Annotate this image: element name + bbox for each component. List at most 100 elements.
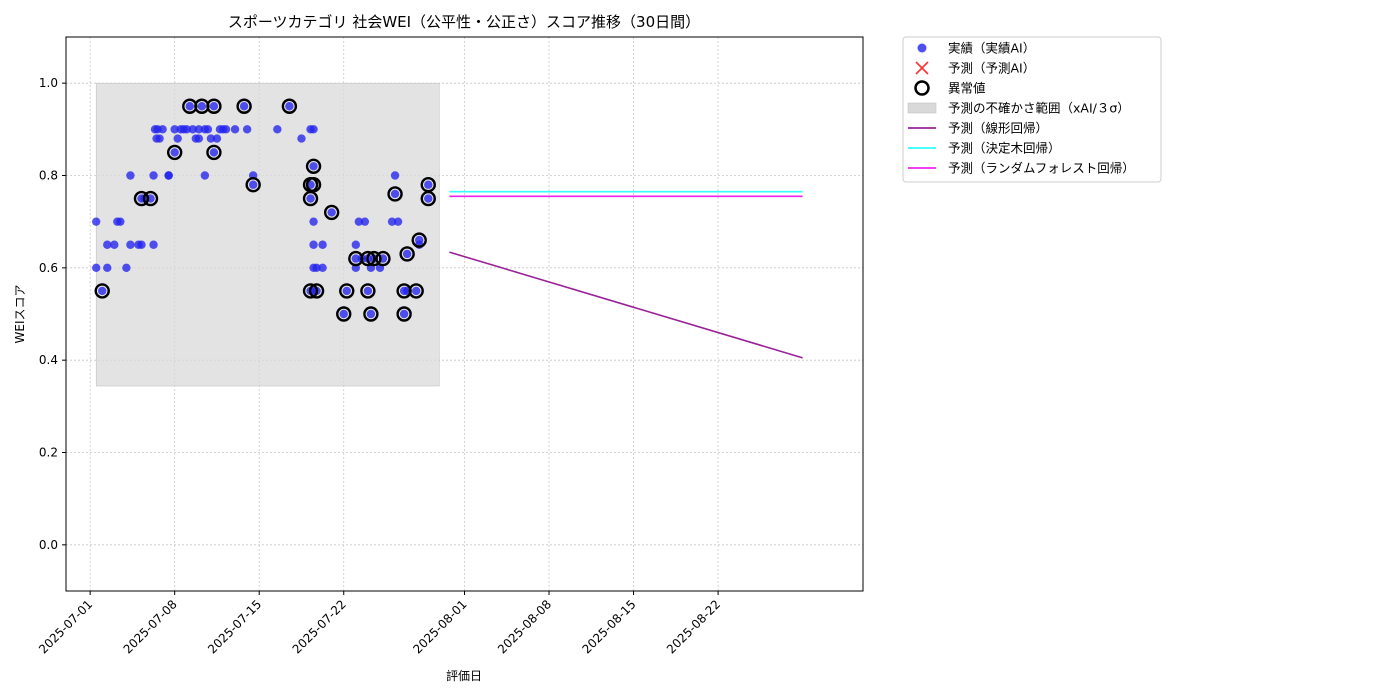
x-tick-label: 2025-07-22 [290, 597, 349, 656]
legend-item: 予測（決定木回帰） [908, 141, 1061, 156]
legend-label: 予測の不確かさ範囲（xAI/３σ） [948, 101, 1130, 116]
actual-point [230, 125, 240, 134]
anomaly-marker [133, 190, 150, 207]
actual-point [173, 134, 182, 143]
actual-point [91, 217, 101, 226]
legend-swatch-ring [914, 80, 930, 96]
actual-point [103, 263, 112, 273]
actual-point [206, 134, 216, 143]
y-tick-label: 0.0 [39, 538, 58, 552]
x-tick-label: 2025-08-15 [579, 597, 638, 656]
actual-point [424, 180, 433, 189]
x-tick-label: 2025-08-22 [664, 597, 723, 656]
anomaly-marker [411, 232, 427, 248]
chart-title: スポーツカテゴリ 社会WEI（公平性・公正さ）スコア推移（30日間） [228, 13, 700, 31]
actual-point [411, 286, 421, 296]
legend-item: 予測（予測AI） [915, 61, 1035, 76]
actual-point [318, 263, 327, 273]
y-axis-label: WEIスコア [13, 285, 27, 344]
anomaly-marker [166, 144, 183, 161]
actual-point [155, 134, 164, 143]
y-tick-label: 0.8 [39, 169, 58, 183]
anomaly-marker [363, 306, 379, 322]
actual-point [126, 171, 135, 180]
actual-point [309, 125, 318, 134]
x-tick-label: 2025-07-15 [205, 597, 264, 656]
anomaly-marker [305, 177, 322, 193]
actual-point [360, 217, 370, 226]
actual-point [212, 134, 222, 143]
actual-point [318, 240, 327, 249]
actual-point [149, 240, 158, 249]
actual-point [209, 148, 219, 157]
actual-point [158, 125, 167, 134]
actual-point [122, 263, 131, 273]
actual-point [273, 125, 282, 134]
anomaly-marker [399, 246, 415, 262]
legend-label: 予測（ランダムフォレスト回帰） [948, 161, 1135, 176]
actual-point [363, 286, 373, 296]
actual-point [297, 134, 306, 143]
legend-label: 実績（実績AI） [948, 41, 1035, 56]
actual-point [393, 217, 403, 226]
legend-item: 実績（実績AI） [917, 41, 1035, 56]
x-tick-label: 2025-07-08 [121, 597, 180, 656]
actual-point [188, 125, 197, 134]
actual-point [221, 125, 231, 134]
anomaly-marker [323, 204, 340, 221]
anomaly-marker [408, 283, 424, 299]
x-tick-label: 2025-08-08 [495, 597, 554, 656]
actual-point [91, 263, 101, 273]
anomaly-marker [339, 283, 355, 299]
actual-point [242, 125, 252, 134]
actual-point [164, 171, 173, 180]
y-axis-ticks: 0.0 0.2 0.4 0.6 0.8 1.0 [39, 76, 66, 552]
actual-point [351, 254, 361, 263]
actual-point [402, 249, 412, 259]
actual-point [387, 217, 397, 226]
legend-label: 異常値 [948, 81, 986, 96]
anomaly-marker [420, 177, 436, 193]
legend-label: 予測（決定木回帰） [948, 141, 1061, 156]
legend-frame [902, 36, 1162, 183]
actual-point [399, 309, 409, 319]
legend-item: 予測の不確かさ範囲（xAI/３σ） [907, 101, 1130, 116]
forecast-line-3 [449, 251, 803, 359]
x-axis-label: 評価日 [446, 668, 482, 683]
anomaly-marker [336, 306, 352, 322]
uncertainty-band [95, 82, 440, 387]
actual-point [98, 286, 107, 296]
legend-item: 予測（線形回帰） [908, 121, 1048, 136]
y-tick-label: 0.6 [39, 261, 58, 275]
actual-point [366, 309, 376, 319]
anomaly-marker [396, 306, 412, 322]
actual-point [182, 125, 191, 134]
actual-point [309, 240, 318, 249]
actual-point [351, 240, 361, 249]
actual-point [309, 162, 318, 171]
y-tick-label: 1.0 [39, 76, 58, 90]
legend-label: 予測（予測AI） [948, 61, 1035, 76]
legend-swatch-band [907, 102, 937, 114]
actual-point [116, 217, 125, 226]
actual-point [309, 217, 318, 226]
actual-point [390, 189, 400, 199]
actual-point [103, 240, 112, 249]
anomaly-marker [94, 283, 110, 299]
actual-point [312, 263, 321, 273]
anomaly-marker [360, 283, 376, 299]
anomaly-marker [142, 190, 159, 207]
anomaly-marker [206, 98, 222, 114]
y-tick-label: 0.2 [39, 446, 58, 460]
anomaly-marker [302, 283, 319, 299]
anomaly-marker [236, 98, 252, 114]
actual-point [110, 240, 119, 249]
anomaly-marker [387, 186, 403, 202]
anomaly-marker [305, 158, 322, 174]
actual-point [424, 194, 433, 203]
actual-point [185, 102, 194, 111]
x-axis-ticks: 2025-07-01 2025-07-08 2025-07-15 2025-07-22… [36, 591, 723, 656]
legend-swatch-x [915, 61, 929, 75]
